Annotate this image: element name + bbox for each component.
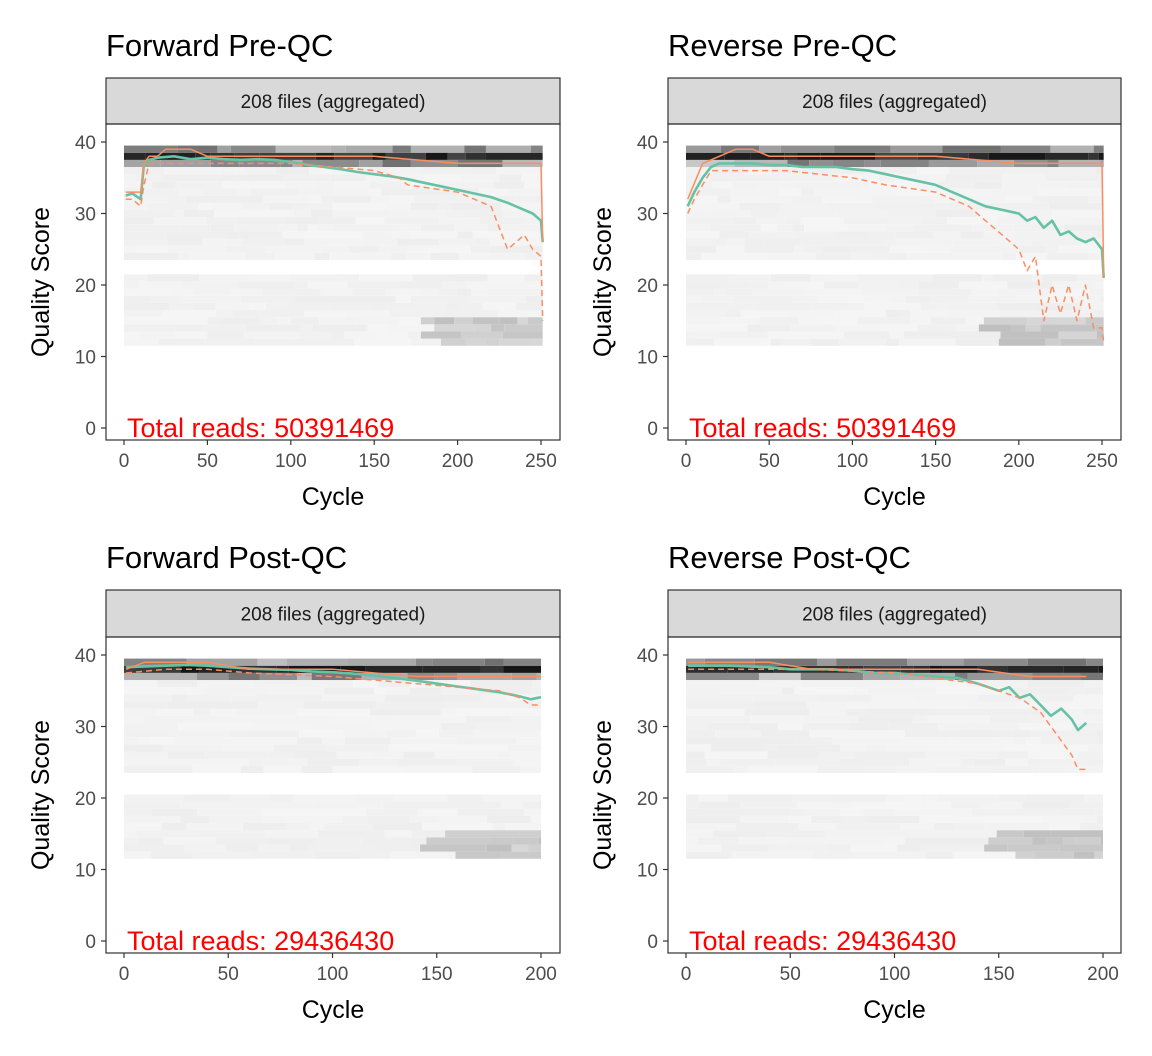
y-tick-label: 30 [75, 718, 96, 739]
x-tick-label: 0 [681, 451, 692, 472]
plot-area [686, 145, 1105, 346]
total-reads-label: Total reads: 50391469 [689, 413, 956, 443]
x-axis-label: Cycle [863, 483, 926, 511]
facet-strip-label: 208 files (aggregated) [802, 92, 987, 113]
y-tick-label: 30 [637, 718, 658, 739]
x-tick-label: 0 [119, 451, 130, 472]
x-tick-label: 250 [525, 451, 557, 472]
y-tick-label: 40 [637, 646, 658, 667]
y-tick-label: 10 [75, 861, 96, 882]
y-tick-label: 10 [75, 348, 96, 369]
panel-4: Reverse Post-QC 208 files (aggregated) Tot… [589, 540, 1122, 1024]
y-axis-label: Quality Score [27, 207, 55, 357]
x-tick-label: 50 [780, 964, 801, 985]
x-axis-label: Cycle [863, 996, 926, 1024]
series-median-line [125, 661, 541, 678]
y-tick-label: 30 [75, 205, 96, 226]
y-tick-label: 0 [647, 932, 658, 953]
facet-strip-label: 208 files (aggregated) [241, 605, 426, 626]
plot-area [124, 145, 544, 346]
x-tick-label: 150 [983, 964, 1015, 985]
y-tick-label: 40 [75, 646, 96, 667]
panel-2: Reverse Pre-QC 208 files (aggregated) Tota… [589, 28, 1122, 511]
x-tick-label: 50 [197, 451, 218, 472]
plot-area [686, 658, 1103, 859]
y-tick-label: 40 [75, 133, 96, 154]
total-reads-label: Total reads: 29436430 [127, 926, 394, 956]
x-tick-label: 200 [525, 964, 557, 985]
x-tick-label: 100 [879, 964, 911, 985]
x-axis-label: Cycle [302, 996, 365, 1024]
x-tick-label: 250 [1086, 451, 1118, 472]
series-mean-line [126, 663, 542, 701]
series-median-line [687, 148, 1105, 278]
series-mean-line [688, 664, 1088, 732]
y-axis-label: Quality Score [27, 720, 55, 870]
heatmap-background [124, 145, 543, 346]
x-tick-label: 150 [358, 451, 390, 472]
x-tick-label: 150 [920, 451, 952, 472]
heatmap-background [686, 658, 1103, 859]
x-tick-label: 150 [421, 964, 453, 985]
series-quantile-line [126, 668, 541, 706]
series-mean-line [686, 162, 1105, 278]
x-tick-label: 200 [1087, 964, 1119, 985]
x-tick-label: 100 [837, 451, 869, 472]
panel-title: Reverse Post-QC [668, 540, 911, 575]
y-tick-label: 10 [637, 861, 658, 882]
y-axis-label: Quality Score [589, 720, 617, 870]
series-median-line [125, 148, 544, 243]
y-tick-label: 20 [75, 276, 96, 297]
x-tick-label: 200 [1003, 451, 1035, 472]
panel-title: Forward Pre-QC [106, 28, 333, 63]
series-quantile-line [688, 668, 1087, 771]
panel-3: Forward Post-QC 208 files (aggregated) Tot… [27, 540, 561, 1024]
facet-strip [667, 77, 1122, 125]
y-tick-label: 40 [637, 133, 658, 154]
series-mean-line [125, 155, 544, 243]
x-tick-label: 50 [218, 964, 239, 985]
facet-strip [105, 589, 561, 638]
heatmap-background [124, 658, 541, 859]
facet-strip-label: 208 files (aggregated) [802, 605, 987, 626]
total-reads-label: Total reads: 50391469 [127, 413, 394, 443]
y-tick-label: 20 [637, 276, 658, 297]
facet-strip-label: 208 files (aggregated) [241, 92, 426, 113]
panel-border [667, 123, 1122, 441]
y-tick-label: 0 [647, 419, 658, 440]
y-tick-label: 0 [85, 932, 96, 953]
x-tick-label: 50 [759, 451, 780, 472]
y-tick-label: 10 [637, 348, 658, 369]
series-median-line [688, 661, 1087, 678]
plot-area [124, 658, 542, 859]
y-tick-label: 20 [75, 789, 96, 810]
x-axis-label: Cycle [302, 483, 365, 511]
panel-1: Forward Pre-QC 208 files (aggregated) Tota… [27, 28, 561, 511]
panel-title: Forward Post-QC [106, 540, 347, 575]
series-quantile-line [125, 162, 544, 321]
series-quantile-line [687, 169, 1105, 343]
y-axis-label: Quality Score [589, 207, 617, 357]
x-tick-label: 0 [119, 964, 130, 985]
x-tick-label: 100 [275, 451, 307, 472]
panel-title: Reverse Pre-QC [668, 28, 897, 63]
panel-border [105, 123, 561, 441]
total-reads-label: Total reads: 29436430 [689, 926, 956, 956]
y-tick-label: 0 [85, 419, 96, 440]
y-tick-label: 20 [637, 789, 658, 810]
facet-strip [105, 77, 561, 125]
x-tick-label: 0 [681, 964, 692, 985]
x-tick-label: 200 [442, 451, 474, 472]
x-tick-label: 100 [317, 964, 349, 985]
facet-strip [667, 589, 1122, 638]
y-tick-label: 30 [637, 205, 658, 226]
